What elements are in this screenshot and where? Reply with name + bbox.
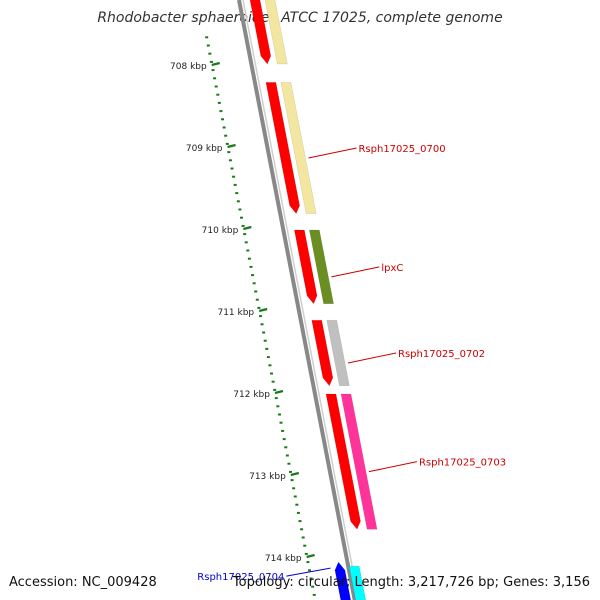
gene-label[interactable]: lpxC [381, 263, 403, 274]
scale-label: 713 kbp [249, 472, 286, 482]
label-leader-line [286, 567, 331, 577]
major-tick [243, 225, 252, 231]
cds-feature[interactable] [325, 393, 361, 530]
backbone-line [237, 0, 357, 600]
major-tick [227, 143, 236, 149]
gene-feature[interactable] [340, 393, 378, 530]
gene-feature[interactable] [326, 319, 350, 387]
backbone-edge [242, 0, 360, 600]
major-tick [211, 61, 220, 67]
scale-label: 711 kbp [217, 308, 254, 318]
gene-feature[interactable] [280, 82, 317, 214]
backbone-layer [237, 0, 360, 600]
gene-label[interactable]: Rsph17025_0700 [358, 144, 445, 155]
cds-feature[interactable] [294, 229, 318, 305]
scale-label: 708 kbp [170, 62, 207, 72]
label-leader-line [347, 352, 397, 364]
major-tick [258, 307, 268, 313]
scale-label: 714 kbp [265, 554, 302, 564]
label-leader-line [368, 461, 418, 473]
scale-label: 709 kbp [186, 144, 223, 154]
map-title: Rhodobacter sphaeroides ATCC 17025, comp… [97, 10, 503, 26]
feature-layer [249, 0, 378, 600]
gene-feature-minus-cds[interactable] [348, 565, 367, 600]
scale-label: 712 kbp [233, 390, 270, 400]
label-leader-line [308, 147, 357, 159]
major-tick [306, 553, 315, 559]
gene-label[interactable]: Rsph17025_0703 [419, 458, 506, 469]
tick-layer: 708 kbp 709 kbp 710 kbp 711 kbp 712 kbp 713 k… [170, 36, 316, 596]
scale-label: 710 kbp [202, 226, 239, 236]
gene-label[interactable]: Rsph17025_0702 [398, 349, 485, 360]
gene-feature-partial[interactable] [264, 0, 288, 65]
gene-label[interactable]: Rsph17025_0704 [197, 572, 284, 583]
gene-feature[interactable] [309, 229, 334, 305]
accession-text: Accession: NC_009428 [9, 575, 157, 590]
label-layer: Rsph17025_0700 lpxC Rsph17025_0702 Rsph1702… [197, 144, 506, 583]
genome-stats-text: Topology: circular; Length: 3,217,726 bp… [232, 575, 590, 590]
major-tick [274, 389, 284, 395]
label-leader-line [331, 266, 380, 278]
gene-feature-minus[interactable] [334, 561, 352, 600]
cds-feature[interactable] [265, 82, 300, 215]
major-tick [290, 471, 300, 477]
cds-feature-partial[interactable] [249, 0, 272, 65]
cds-feature[interactable] [311, 319, 334, 387]
